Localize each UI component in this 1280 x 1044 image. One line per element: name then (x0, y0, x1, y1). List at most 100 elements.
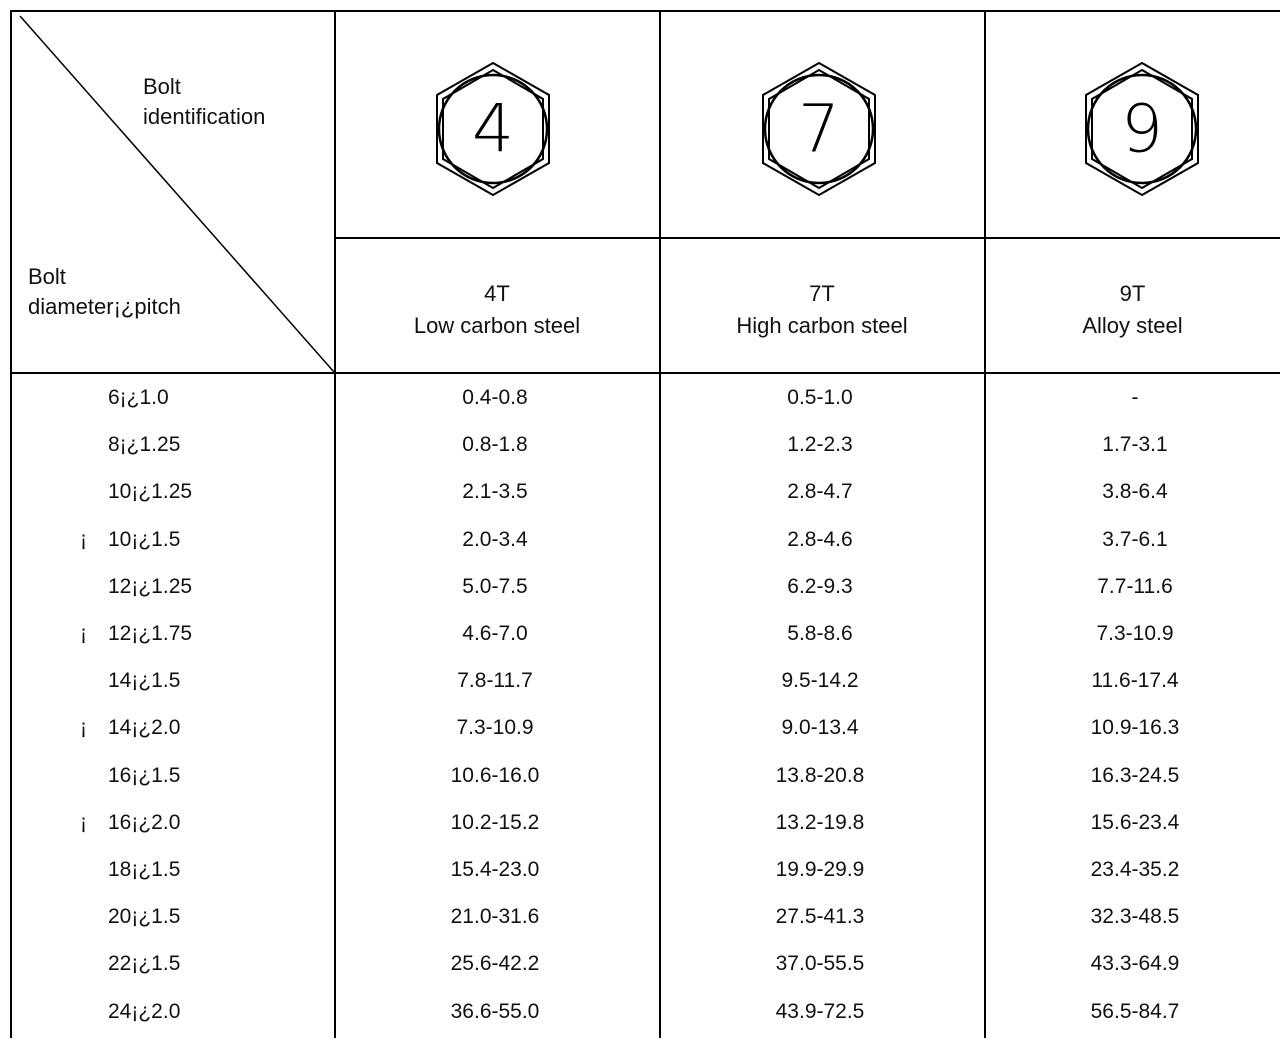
table-left-border (10, 10, 12, 1038)
size-marker: ¡ (80, 810, 87, 834)
bolt-size-cell: 10¡¿1.25 (10, 477, 250, 507)
torque-9t-cell: 3.8-6.4 (1102, 480, 1168, 504)
bolt-head-9t-icon: 9 (1085, 61, 1199, 197)
torque-9t-cell: 7.3-10.9 (1096, 622, 1174, 645)
torque-4t-cell: 0.4-0.8 (462, 386, 528, 409)
torque-7t-cell: 6.2-9.3 (787, 574, 853, 598)
bolt-size-cell: ¡ 14¡¿2.0 (10, 713, 250, 743)
torque-9t-cell: 16.3-24.5 (1090, 763, 1180, 787)
bolt-head-4t-icon: 4 (436, 61, 550, 197)
torque-7t-cell: 9.5-14.2 (781, 669, 859, 693)
bolt-size: 16¡¿1.5 (108, 763, 181, 787)
torque-4t-cell: 5.0-7.5 (462, 574, 528, 598)
bolt-size: 16¡¿2.0 (108, 810, 181, 834)
torque-9t-cell: 11.6-17.4 (1091, 669, 1179, 693)
bolt-size: 14¡¿2.0 (108, 716, 181, 740)
table-row: 18¡¿1.5 15.4-23.0 19.9-29.9 23.4-35.2 (10, 855, 1280, 902)
bolt-identification-label: Bolt identification (143, 74, 266, 129)
torque-4t-cell: 10.6-16.0 (450, 763, 540, 787)
torque-7t-cell: 1.2-2.3 (787, 433, 853, 457)
torque-4t-cell: 36.6-55.0 (450, 999, 540, 1023)
torque-7t-cell: 13.2-19.8 (775, 810, 865, 834)
bolt-size: 22¡¿1.5 (108, 952, 181, 976)
grade-class: 4T (484, 281, 510, 306)
bolt-head-7t-icon: 7 (762, 61, 876, 197)
grade-material: Alloy steel (1082, 313, 1183, 338)
torque-4t-cell: 7.8-11.7 (457, 669, 533, 693)
bolt-size-cell: ¡ 10¡¿1.5 (10, 525, 250, 555)
torque-7t-cell: 2.8-4.6 (787, 527, 853, 551)
column-divider-1 (334, 10, 336, 1038)
grade-7t-label: 7T High carbon steel (660, 278, 984, 342)
bolt-size-cell: 16¡¿1.5 (10, 761, 250, 791)
size-marker: ¡ (80, 527, 87, 551)
bolt-size: 20¡¿1.5 (108, 905, 181, 929)
bolt-size: 10¡¿1.25 (108, 480, 193, 504)
torque-9t-cell: 23.4-35.2 (1090, 858, 1180, 881)
size-marker: ¡ (80, 622, 87, 645)
bolt-size: 14¡¿1.5 (108, 669, 181, 693)
bolt-size-cell: 8¡¿1.25 (10, 430, 250, 460)
torque-4t-cell: 0.8-1.8 (462, 433, 528, 457)
bolt-size: 8¡¿1.25 (108, 433, 181, 457)
torque-4t-cell: 25.6-42.2 (450, 952, 540, 976)
header-bottom-border (10, 372, 1280, 374)
torque-7t-cell: 43.9-72.5 (775, 999, 865, 1023)
torque-9t-cell: 43.3-64.9 (1090, 952, 1180, 976)
bolt-size-cell: 6¡¿1.0 (10, 383, 250, 413)
table-row: 20¡¿1.5 21.0-31.6 27.5-41.3 32.3-48.5 (10, 902, 1280, 949)
torque-4t-cell: 7.3-10.9 (456, 716, 534, 740)
torque-7t-cell: 2.8-4.7 (787, 480, 853, 504)
table-row: 6¡¿1.0 0.4-0.8 0.5-1.0 - (10, 383, 1280, 430)
torque-4t-cell: 2.1-3.5 (462, 480, 528, 504)
bolt-size-cell: 14¡¿1.5 (10, 666, 250, 696)
table-row: 24¡¿2.0 36.6-55.0 43.9-72.5 56.5-84.7 (10, 997, 1280, 1044)
torque-9t-cell: - (1131, 386, 1139, 409)
table-top-border (10, 10, 1280, 12)
svg-text:9: 9 (1121, 91, 1163, 168)
table-row: 10¡¿1.25 2.1-3.5 2.8-4.7 3.8-6.4 (10, 477, 1280, 524)
bolt-size: 12¡¿1.75 (108, 622, 193, 645)
bolt-diameter-pitch-label: Bolt diameter¡¿pitch (28, 264, 181, 319)
grade-class: 7T (809, 281, 835, 306)
table-row: 22¡¿1.5 25.6-42.2 37.0-55.5 43.3-64.9 (10, 949, 1280, 996)
torque-7t-cell: 5.8-8.6 (787, 622, 853, 645)
torque-9t-cell: 1.7-3.1 (1102, 433, 1168, 457)
table-row: 12¡¿1.25 5.0-7.5 6.2-9.3 7.7-11.6 (10, 572, 1280, 619)
bolt-size-cell: 22¡¿1.5 (10, 949, 250, 979)
torque-9t-cell: 3.7-6.1 (1102, 527, 1168, 551)
torque-9t-cell: 7.7-11.6 (1097, 574, 1173, 598)
table-row: 14¡¿1.5 7.8-11.7 9.5-14.2 11.6-17.4 (10, 666, 1280, 713)
table-row: ¡ 10¡¿1.5 2.0-3.4 2.8-4.6 3.7-6.1 (10, 525, 1280, 572)
torque-7t-cell: 19.9-29.9 (775, 858, 865, 881)
bolt-size: 12¡¿1.25 (108, 574, 193, 598)
torque-4t-cell: 21.0-31.6 (450, 905, 540, 929)
bolt-size-cell: ¡ 12¡¿1.75 (10, 619, 250, 649)
torque-9t-cell: 56.5-84.7 (1090, 999, 1180, 1023)
grade-class: 9T (1119, 281, 1146, 306)
grade-material: High carbon steel (736, 313, 908, 338)
table-row: ¡ 12¡¿1.75 4.6-7.0 5.8-8.6 7.3-10.9 (10, 619, 1280, 666)
svg-text:7: 7 (798, 91, 840, 168)
grade-4t-label: 4T Low carbon steel (335, 278, 659, 342)
column-divider-2 (659, 10, 661, 1038)
corner-diagonal-line (19, 15, 335, 373)
bolt-size: 18¡¿1.5 (108, 858, 181, 881)
size-marker: ¡ (80, 716, 87, 740)
bolt-size-cell: 20¡¿1.5 (10, 902, 250, 932)
torque-7t-cell: 9.0-13.4 (781, 716, 859, 740)
grade-9t-label: 9T Alloy steel (985, 278, 1280, 342)
torque-4t-cell: 15.4-23.0 (450, 858, 540, 881)
torque-4t-cell: 10.2-15.2 (450, 810, 540, 834)
torque-7t-cell: 37.0-55.5 (775, 952, 865, 976)
torque-7t-cell: 13.8-20.8 (775, 763, 865, 787)
torque-9t-cell: 32.3-48.5 (1090, 905, 1180, 929)
torque-7t-cell: 0.5-1.0 (787, 386, 853, 409)
bolt-size: 6¡¿1.0 (108, 386, 169, 409)
bolt-size-cell: ¡ 16¡¿2.0 (10, 808, 250, 838)
table-row: ¡ 14¡¿2.0 7.3-10.9 9.0-13.4 10.9-16.3 (10, 713, 1280, 760)
torque-9t-cell: 15.6-23.4 (1090, 810, 1180, 834)
grade-material: Low carbon steel (413, 313, 581, 338)
table-row: ¡ 16¡¿2.0 10.2-15.2 13.2-19.8 15.6-23.4 (10, 808, 1280, 855)
bolt-size-cell: 12¡¿1.25 (10, 572, 250, 602)
